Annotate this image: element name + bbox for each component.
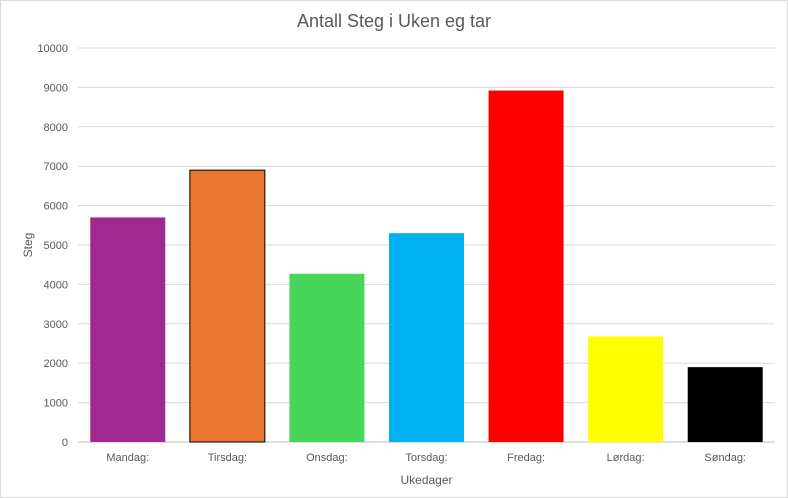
bar-lørdag (588, 336, 664, 442)
y-tick-label: 3000 (44, 319, 68, 331)
bar-onsdag (289, 273, 365, 442)
y-tick-label: 6000 (44, 201, 68, 213)
bar-torsdag (389, 233, 464, 442)
x-tick-label: Onsdag: (306, 452, 348, 464)
y-tick-label: 7000 (44, 161, 68, 173)
bars (90, 90, 763, 443)
y-axis-tick-labels: 0 1000 2000 3000 4000 5000 6000 7000 8000 9000 100… (37, 43, 68, 449)
x-axis-tick-labels: Mandag: Tirsdag: Onsdag: Torsdag: Fredag: Lør… (106, 452, 746, 464)
x-tick-label: Tirsdag: (208, 452, 247, 464)
chart-title: Antall Steg i Uken eg tar (296, 11, 492, 31)
x-tick-label: Torsdag: (405, 452, 447, 464)
y-tick-label: 5000 (44, 240, 68, 252)
y-tick-label: 2000 (44, 358, 68, 370)
x-axis-title: Ukedager (400, 473, 452, 487)
y-tick-label: 8000 (44, 122, 68, 134)
x-tick-label: Lørdag: (607, 452, 645, 464)
bar-fredag (488, 90, 564, 442)
x-tick-label: Mandag: (106, 452, 149, 464)
x-tick-label: Fredag: (507, 452, 545, 464)
bar-tirsdag (189, 169, 266, 443)
bar-søndag (687, 367, 763, 442)
y-tick-label: 9000 (44, 82, 68, 94)
y-axis-title: Steg (21, 233, 35, 258)
y-tick-label: 10000 (37, 43, 68, 55)
y-tick-label: 4000 (44, 279, 68, 291)
y-tick-label: 0 (62, 437, 68, 449)
y-tick-label: 1000 (44, 398, 68, 410)
x-tick-label: Søndag: (704, 452, 746, 464)
bar-mandag (90, 217, 166, 442)
